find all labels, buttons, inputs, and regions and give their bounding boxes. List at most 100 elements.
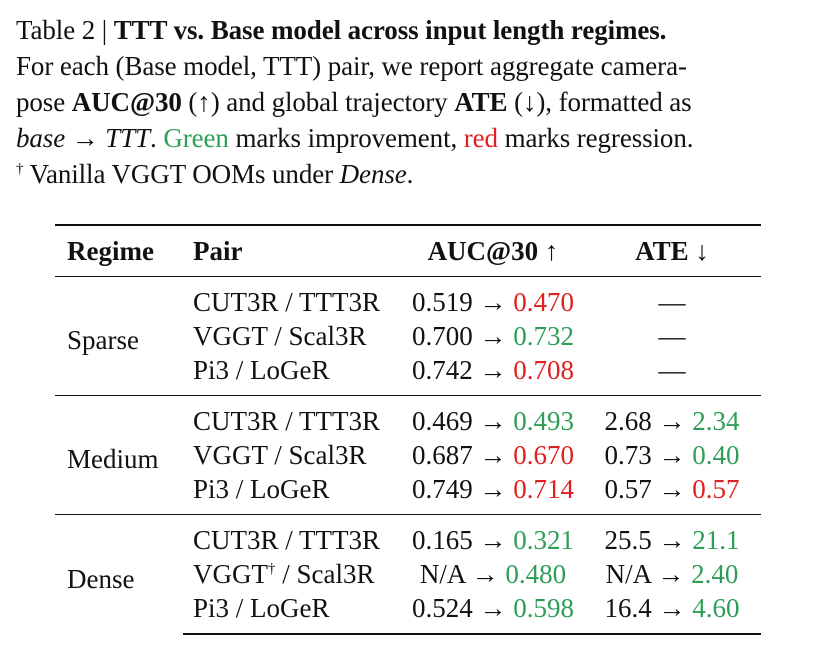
pair-cell: CUT3R / TTT3R: [193, 287, 381, 317]
pair-cell: VGGT† / Scal3R: [183, 557, 403, 591]
pair-base-name: VGGT: [193, 559, 268, 589]
table-row: Pi3 / LoGeR 0.524 → 0.598 16.4 → 4.60: [55, 591, 761, 635]
ate-cell: N/A → 2.40: [583, 557, 761, 591]
ate-ttt: 21.1: [692, 525, 740, 555]
ate-ttt: 2.40: [691, 559, 739, 589]
ate-ttt: 0.40: [692, 440, 740, 470]
pair-ttt-name: / Scal3R: [275, 559, 375, 589]
auc-base: 0.700: [412, 321, 473, 351]
auc-base: 0.524: [412, 593, 473, 623]
ate-cell: —: [658, 287, 686, 317]
arrow: →: [472, 287, 514, 317]
auc-ttt: 0.670: [513, 440, 574, 470]
auc-base: 0.165: [412, 525, 473, 555]
auc-ttt: 0.714: [513, 474, 574, 504]
auc-cell: 0.749 → 0.714: [403, 472, 583, 515]
caption-text: marks improvement,: [228, 123, 464, 153]
ate-cell: 2.68 → 2.34: [583, 395, 761, 438]
auc-base: N/A: [419, 559, 465, 589]
table-header-row: Regime Pair AUC@30 ↑ ATE ↓: [55, 224, 761, 277]
group-medium: Medium CUT3R / TTT3R 0.469 → 0.493 2.68 …: [55, 395, 761, 515]
arrow: →: [651, 593, 693, 623]
caption-auc-term: AUC@30: [71, 87, 182, 117]
caption-line-2: For each (Base model, TTT) pair, we repo…: [16, 51, 687, 81]
auc-cell: 0.519 → 0.470: [403, 277, 583, 320]
regime-cell: Dense: [55, 514, 183, 634]
caption-ttt-term: TTT: [105, 123, 151, 153]
pair-cell: CUT3R / TTT3R: [183, 514, 403, 557]
ate-ttt: 2.34: [692, 406, 740, 436]
table-caption: Table 2 | TTT vs. Base model across inpu…: [16, 12, 816, 192]
auc-base: 0.742: [412, 355, 473, 385]
caption-text: pose: [16, 87, 72, 117]
auc-base: 0.469: [412, 406, 473, 436]
regime-cell: Medium: [55, 395, 183, 515]
group-sparse: Sparse CUT3R / TTT3R 0.519 → 0.470 — VGG…: [55, 277, 761, 396]
ate-cell: 0.57 → 0.57: [583, 472, 761, 515]
arrow: →: [650, 559, 692, 589]
ate-cell: —: [658, 321, 686, 351]
auc-base: 0.749: [412, 474, 473, 504]
arrow: →: [464, 559, 506, 589]
auc-base: 0.687: [412, 440, 473, 470]
ate-base: N/A: [605, 559, 651, 589]
caption-green-word: Green: [163, 123, 229, 153]
header-pair: Pair: [183, 224, 403, 277]
caption-dense-term: Dense: [339, 159, 407, 189]
regime-cell: Sparse: [67, 325, 139, 355]
arrow: →: [651, 474, 693, 504]
caption-line-3: pose AUC@30 (↑) and global trajectory AT…: [16, 84, 816, 120]
table-row: VGGT / Scal3R 0.700 → 0.732 —: [55, 319, 761, 353]
header-ate: ATE ↓: [583, 224, 761, 277]
results-table-wrapper: Regime Pair AUC@30 ↑ ATE ↓ Sparse CUT3R …: [55, 224, 761, 635]
table-row: Pi3 / LoGeR 0.749 → 0.714 0.57 → 0.57: [55, 472, 761, 515]
table-row: Dense CUT3R / TTT3R 0.165 → 0.321 25.5 →…: [55, 514, 761, 634]
arrow: →: [472, 440, 514, 470]
table-row: Sparse CUT3R / TTT3R 0.519 → 0.470 —: [55, 277, 761, 355]
group-dense: Dense CUT3R / TTT3R 0.165 → 0.321 25.5 →…: [55, 514, 761, 635]
caption-text: (↑) and global trajectory: [181, 87, 455, 117]
caption-arrow: →: [65, 123, 106, 153]
auc-ttt: 0.480: [505, 559, 567, 589]
table-row: VGGT† / Scal3R N/A → 0.480 N/A → 2.40: [55, 557, 761, 591]
pair-cell: Pi3 / LoGeR: [193, 474, 330, 504]
ate-ttt: 0.57: [692, 474, 740, 504]
pair-cell: Pi3 / LoGeR: [193, 355, 330, 385]
arrow: →: [472, 474, 514, 504]
caption-text: marks regression.: [497, 123, 694, 153]
ate-base: 2.68: [604, 406, 652, 436]
auc-ttt: 0.493: [513, 406, 574, 436]
auc-cell: 0.742 → 0.708: [403, 353, 583, 396]
arrow: →: [651, 440, 693, 470]
auc-cell: N/A → 0.480: [403, 557, 583, 591]
ate-cell: 16.4 → 4.60: [583, 591, 761, 635]
caption-line-1: Table 2 | TTT vs. Base model across inpu…: [16, 12, 816, 48]
pair-cell: Pi3 / LoGeR: [183, 591, 403, 635]
pair-cell: CUT3R / TTT3R: [183, 395, 403, 438]
ate-cell: 0.73 → 0.40: [583, 438, 761, 472]
ate-ttt: 4.60: [692, 593, 740, 623]
auc-ttt: 0.470: [513, 287, 574, 317]
caption-line-5: † Vanilla VGGT OOMs under Dense.: [16, 156, 816, 192]
ate-base: 0.57: [604, 474, 652, 504]
auc-cell: 0.687 → 0.670: [403, 438, 583, 472]
caption-text: .: [150, 123, 164, 153]
caption-red-word: red: [463, 123, 498, 153]
caption-text: (↓), formatted as: [507, 87, 692, 117]
caption-ate-term: ATE: [454, 87, 508, 117]
caption-title: TTT vs. Base model across input length r…: [113, 15, 667, 45]
caption-text: Vanilla VGGT OOMs under: [23, 159, 340, 189]
auc-ttt: 0.598: [513, 593, 574, 623]
caption-text: .: [406, 159, 414, 189]
auc-base: 0.519: [412, 287, 473, 317]
arrow: →: [651, 406, 693, 436]
arrow: →: [651, 525, 693, 555]
ate-cell: —: [658, 355, 686, 385]
auc-ttt: 0.732: [513, 321, 574, 351]
caption-line-4: base → TTT. Green marks improvement, red…: [16, 120, 816, 156]
table-row: Pi3 / LoGeR 0.742 → 0.708 —: [55, 353, 761, 396]
arrow: →: [472, 321, 514, 351]
arrow: →: [472, 593, 514, 623]
auc-ttt: 0.708: [513, 355, 574, 385]
arrow: →: [472, 406, 514, 436]
